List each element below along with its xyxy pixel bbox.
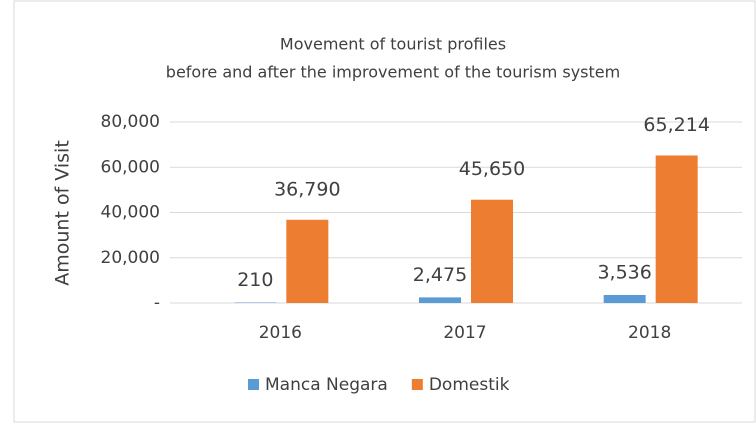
y-tick-label: 60,000 (101, 157, 160, 177)
data-label: 65,214 (643, 114, 709, 136)
chart-frame (13, 0, 756, 423)
bar (603, 294, 646, 303)
legend-label: Manca Negara (265, 375, 388, 395)
y-axis-label: Amount of Visit (52, 140, 74, 286)
legend-swatch (248, 379, 259, 390)
data-label: 36,790 (274, 178, 340, 200)
y-tick-label: 40,000 (101, 203, 160, 223)
x-tick-label: 2018 (628, 323, 671, 343)
bar (471, 199, 513, 303)
bar (419, 297, 461, 303)
chart-subtitle: before and after the improvement of the … (166, 63, 620, 82)
data-label: 2,475 (413, 264, 467, 286)
bar (286, 219, 329, 303)
y-tick-label: 80,000 (101, 112, 160, 132)
chart-title: Movement of tourist profiles (280, 35, 506, 54)
y-tick-label: 20,000 (101, 248, 160, 268)
x-tick-label: 2016 (259, 323, 302, 343)
x-tick-label: 2017 (443, 323, 486, 343)
bar (655, 155, 698, 303)
data-label: 210 (237, 269, 273, 291)
data-label: 45,650 (459, 158, 525, 180)
legend-swatch (411, 379, 423, 390)
y-tick-label: - (154, 293, 160, 313)
data-label: 3,536 (597, 261, 651, 283)
legend-label: Domestik (429, 375, 510, 395)
